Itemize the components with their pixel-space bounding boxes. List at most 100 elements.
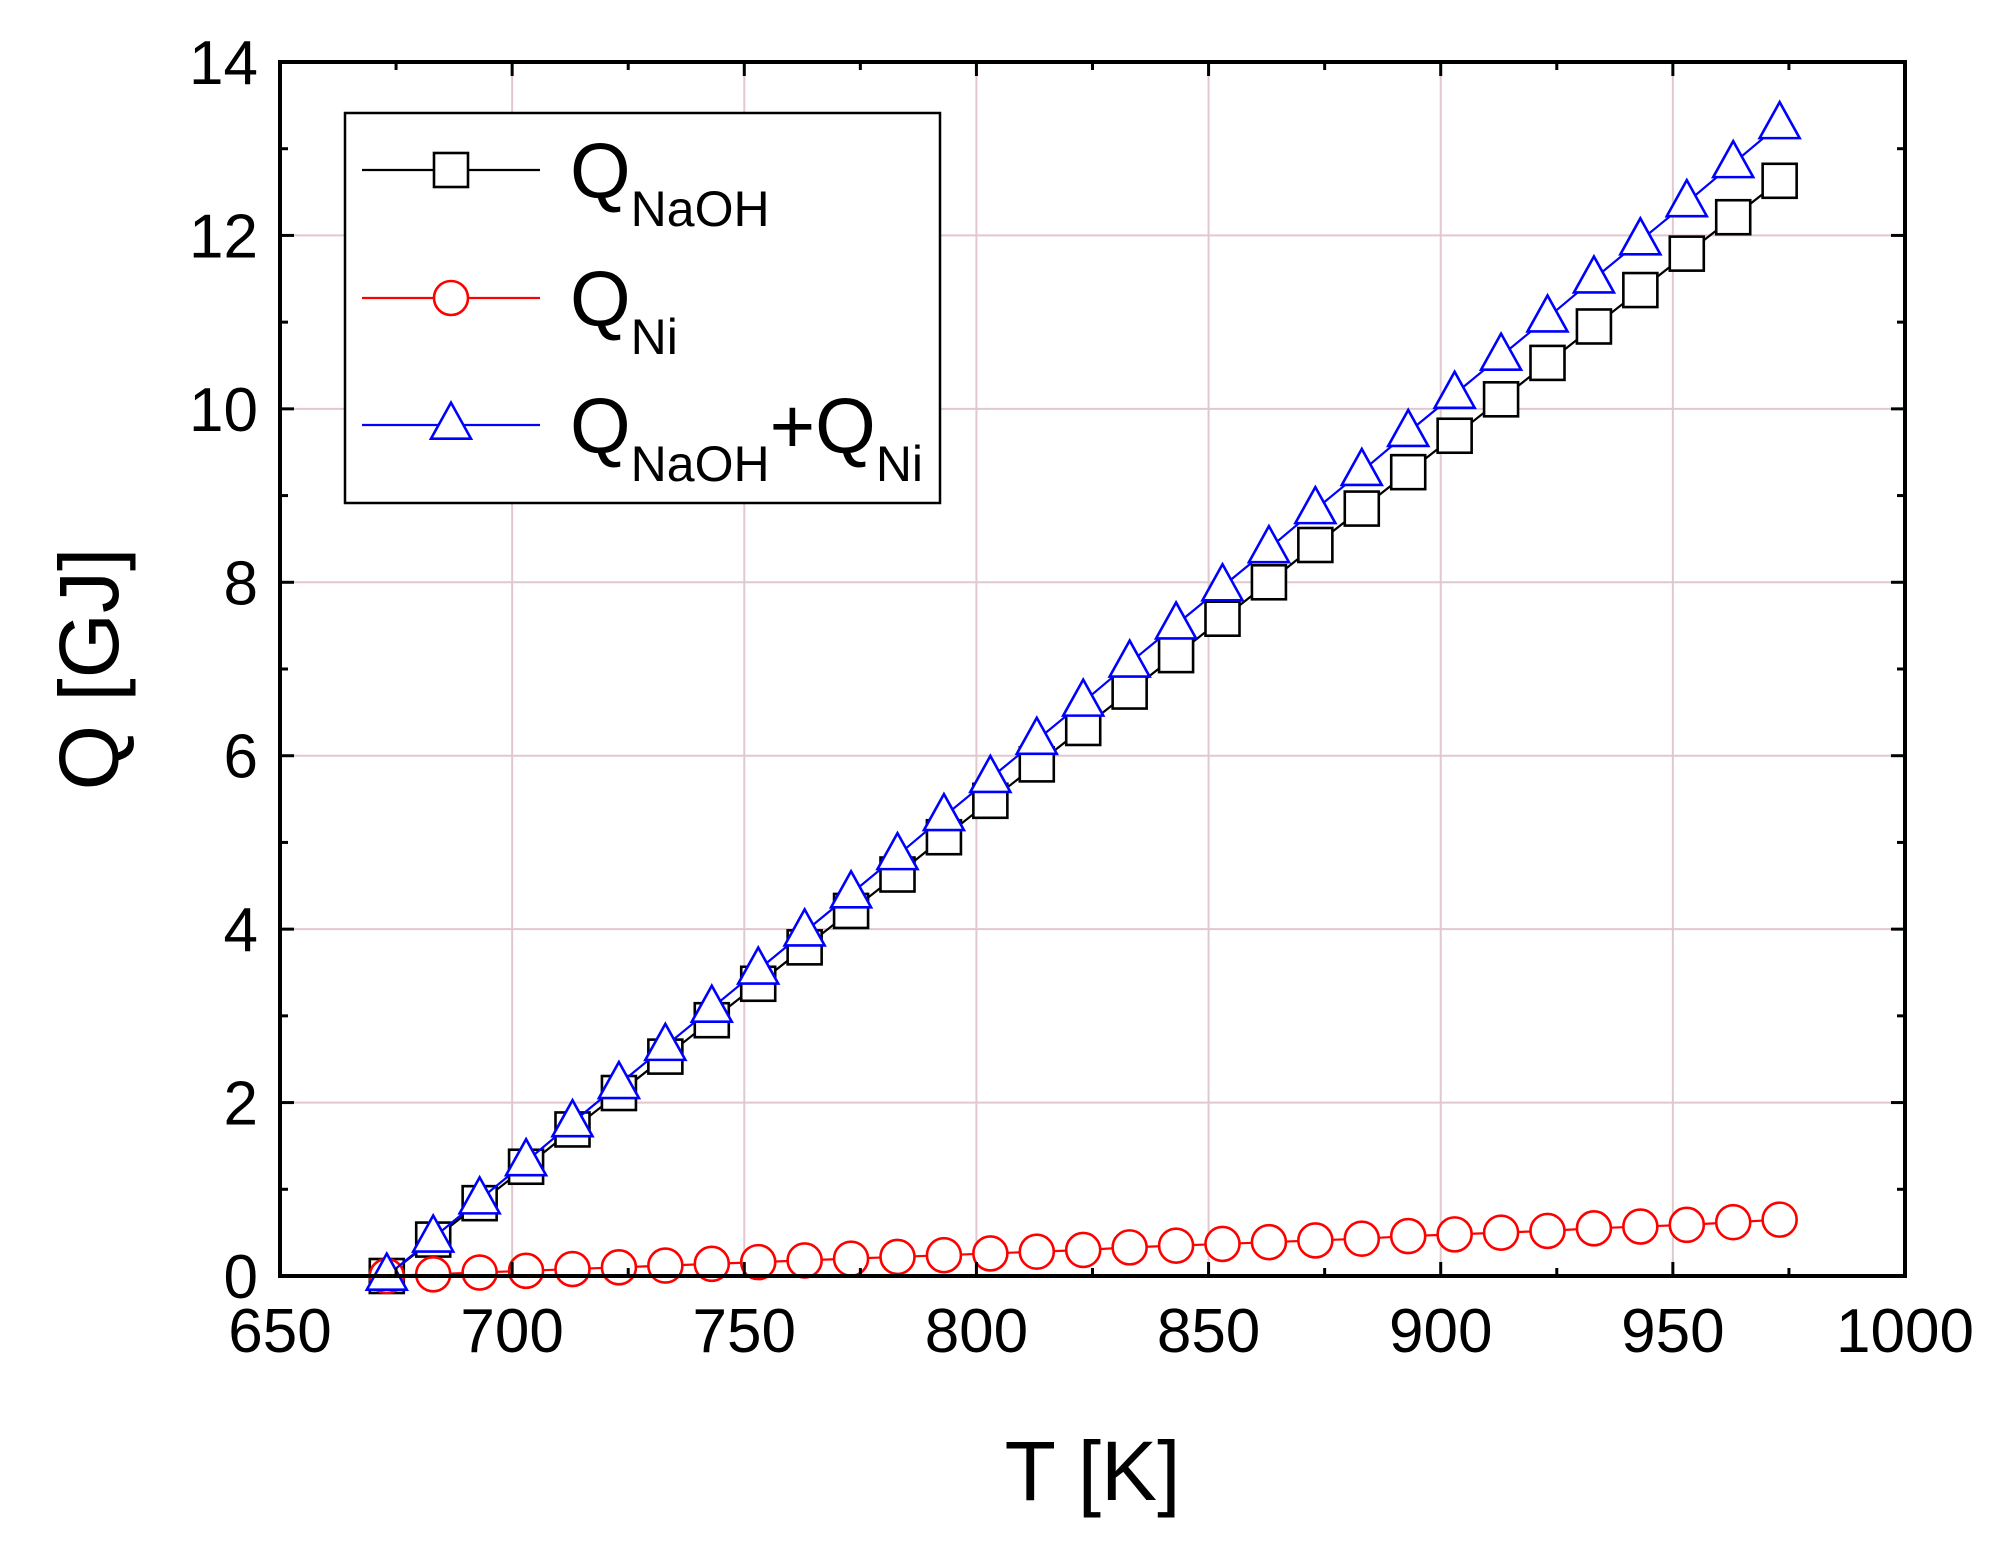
legend-label-qni-main: Q [570, 255, 631, 343]
y-tick-label: 8 [224, 549, 258, 618]
data-point-triangle [1293, 484, 1338, 525]
data-point-triangle [1200, 561, 1245, 602]
legend-label-qsum: QNaOH+QNi [570, 382, 923, 492]
data-point-triangle [968, 753, 1013, 794]
legend-marker-qnaoh [432, 151, 470, 189]
data-point-circle [1343, 1220, 1381, 1258]
data-point-circle [693, 1245, 731, 1283]
y-tick-label: 10 [189, 376, 258, 445]
y-tick-label: 14 [189, 29, 258, 98]
data-point-triangle [503, 1136, 549, 1177]
x-tick-label: 750 [693, 1297, 796, 1366]
data-point-square [1668, 235, 1706, 272]
x-tick-label: 800 [925, 1297, 1028, 1366]
data-point-circle [925, 1236, 963, 1274]
data-point-square [1111, 673, 1148, 710]
data-point-square [1436, 417, 1473, 455]
data-point-circle [1064, 1231, 1102, 1269]
tick-layer: 650 700 750 800 850 900 950 1000 0 2 4 6 8 10 12 14 [189, 29, 1974, 1366]
data-point-square [1343, 490, 1381, 527]
data-point-square [1622, 271, 1659, 309]
data-point-circle [739, 1243, 777, 1281]
legend-label-qni: QNi [570, 255, 678, 365]
legend-marker-qni [432, 279, 470, 317]
data-point-triangle [411, 1212, 456, 1253]
legend-marker-shape [432, 279, 470, 317]
data-point-square [1761, 162, 1798, 200]
data-point-circle [832, 1240, 870, 1277]
data-point-circle [461, 1254, 498, 1291]
data-point-circle [1250, 1223, 1288, 1261]
x-axis-title: T [K] [1005, 1424, 1181, 1518]
data-point-circle [879, 1238, 916, 1276]
legend-marker-shape [428, 400, 474, 440]
data-point-triangle [1478, 330, 1524, 371]
data-point-square [1250, 563, 1288, 601]
legend-label-qsum-main: Q [570, 382, 631, 470]
data-point-circle [1111, 1229, 1148, 1266]
data-point-circle [1436, 1216, 1473, 1253]
data-point-triangle [1432, 369, 1477, 410]
legend-marker-qsum [428, 400, 474, 440]
data-point-circle [1575, 1210, 1613, 1247]
data-point-square [1157, 636, 1195, 674]
y-tick-label: 0 [224, 1243, 258, 1312]
data-point-circle [1622, 1208, 1659, 1245]
y-tick-label: 12 [189, 202, 258, 271]
data-point-square [1482, 381, 1520, 418]
data-point-triangle [1061, 676, 1106, 717]
legend-label-qsum-main2: +Q [770, 382, 876, 470]
data-point-circle [600, 1249, 638, 1286]
data-point-triangle [1757, 99, 1802, 140]
data-point-triangle [550, 1097, 595, 1138]
legend-label-qnaoh: QNaOH [570, 127, 770, 237]
y-tick-label: 6 [224, 723, 258, 792]
x-tick-label: 1000 [1836, 1297, 1974, 1366]
data-point-circle [1714, 1203, 1752, 1241]
data-point-triangle [1711, 138, 1756, 179]
data-point-triangle [1664, 177, 1709, 218]
data-point-circle [1482, 1214, 1520, 1251]
data-point-circle [786, 1242, 823, 1279]
x-tick-label: 950 [1621, 1297, 1724, 1366]
data-point-triangle [1339, 446, 1384, 487]
data-point-triangle [1525, 292, 1570, 333]
x-tick-label: 900 [1389, 1297, 1492, 1366]
x-tick-label: 650 [228, 1297, 331, 1366]
data-point-circle [972, 1235, 1009, 1272]
x-tick-label: 850 [1157, 1297, 1260, 1366]
data-point-triangle [596, 1059, 642, 1100]
data-point-triangle [689, 983, 734, 1024]
data-point-circle [1529, 1212, 1566, 1250]
data-point-triangle [1618, 215, 1663, 256]
data-point-square [1297, 526, 1334, 564]
data-point-circle [554, 1250, 591, 1288]
data-point-square [1575, 308, 1613, 345]
legend-label-qni-sub: Ni [631, 309, 678, 365]
legend: QNaOH QNi QNaOH+QNi [343, 111, 942, 505]
data-point-circle [507, 1252, 545, 1290]
data-point-triangle [1246, 523, 1292, 564]
legend-label-qnaoh-main: Q [570, 127, 631, 215]
legend-label-qsum-sub2: Ni [876, 436, 923, 492]
data-point-triangle [828, 868, 874, 909]
data-point-triangle [1571, 253, 1617, 294]
data-point-square [1529, 344, 1566, 382]
data-point-square [1204, 600, 1241, 638]
data-point-square [1389, 453, 1427, 491]
data-point-triangle [875, 830, 920, 871]
data-point-triangle [1107, 637, 1152, 678]
data-point-circle [1157, 1227, 1195, 1264]
data-point-triangle [643, 1021, 688, 1062]
data-point-circle [1761, 1201, 1798, 1238]
data-point-circle [1389, 1217, 1427, 1255]
data-point-circle [1297, 1222, 1334, 1259]
data-point-triangle [1153, 599, 1199, 640]
y-tick-label: 4 [224, 896, 258, 965]
y-tick-label: 2 [224, 1070, 258, 1139]
data-point-triangle [736, 944, 781, 985]
legend-label-qnaoh-sub: NaOH [631, 181, 770, 237]
x-tick-label: 700 [460, 1297, 563, 1366]
